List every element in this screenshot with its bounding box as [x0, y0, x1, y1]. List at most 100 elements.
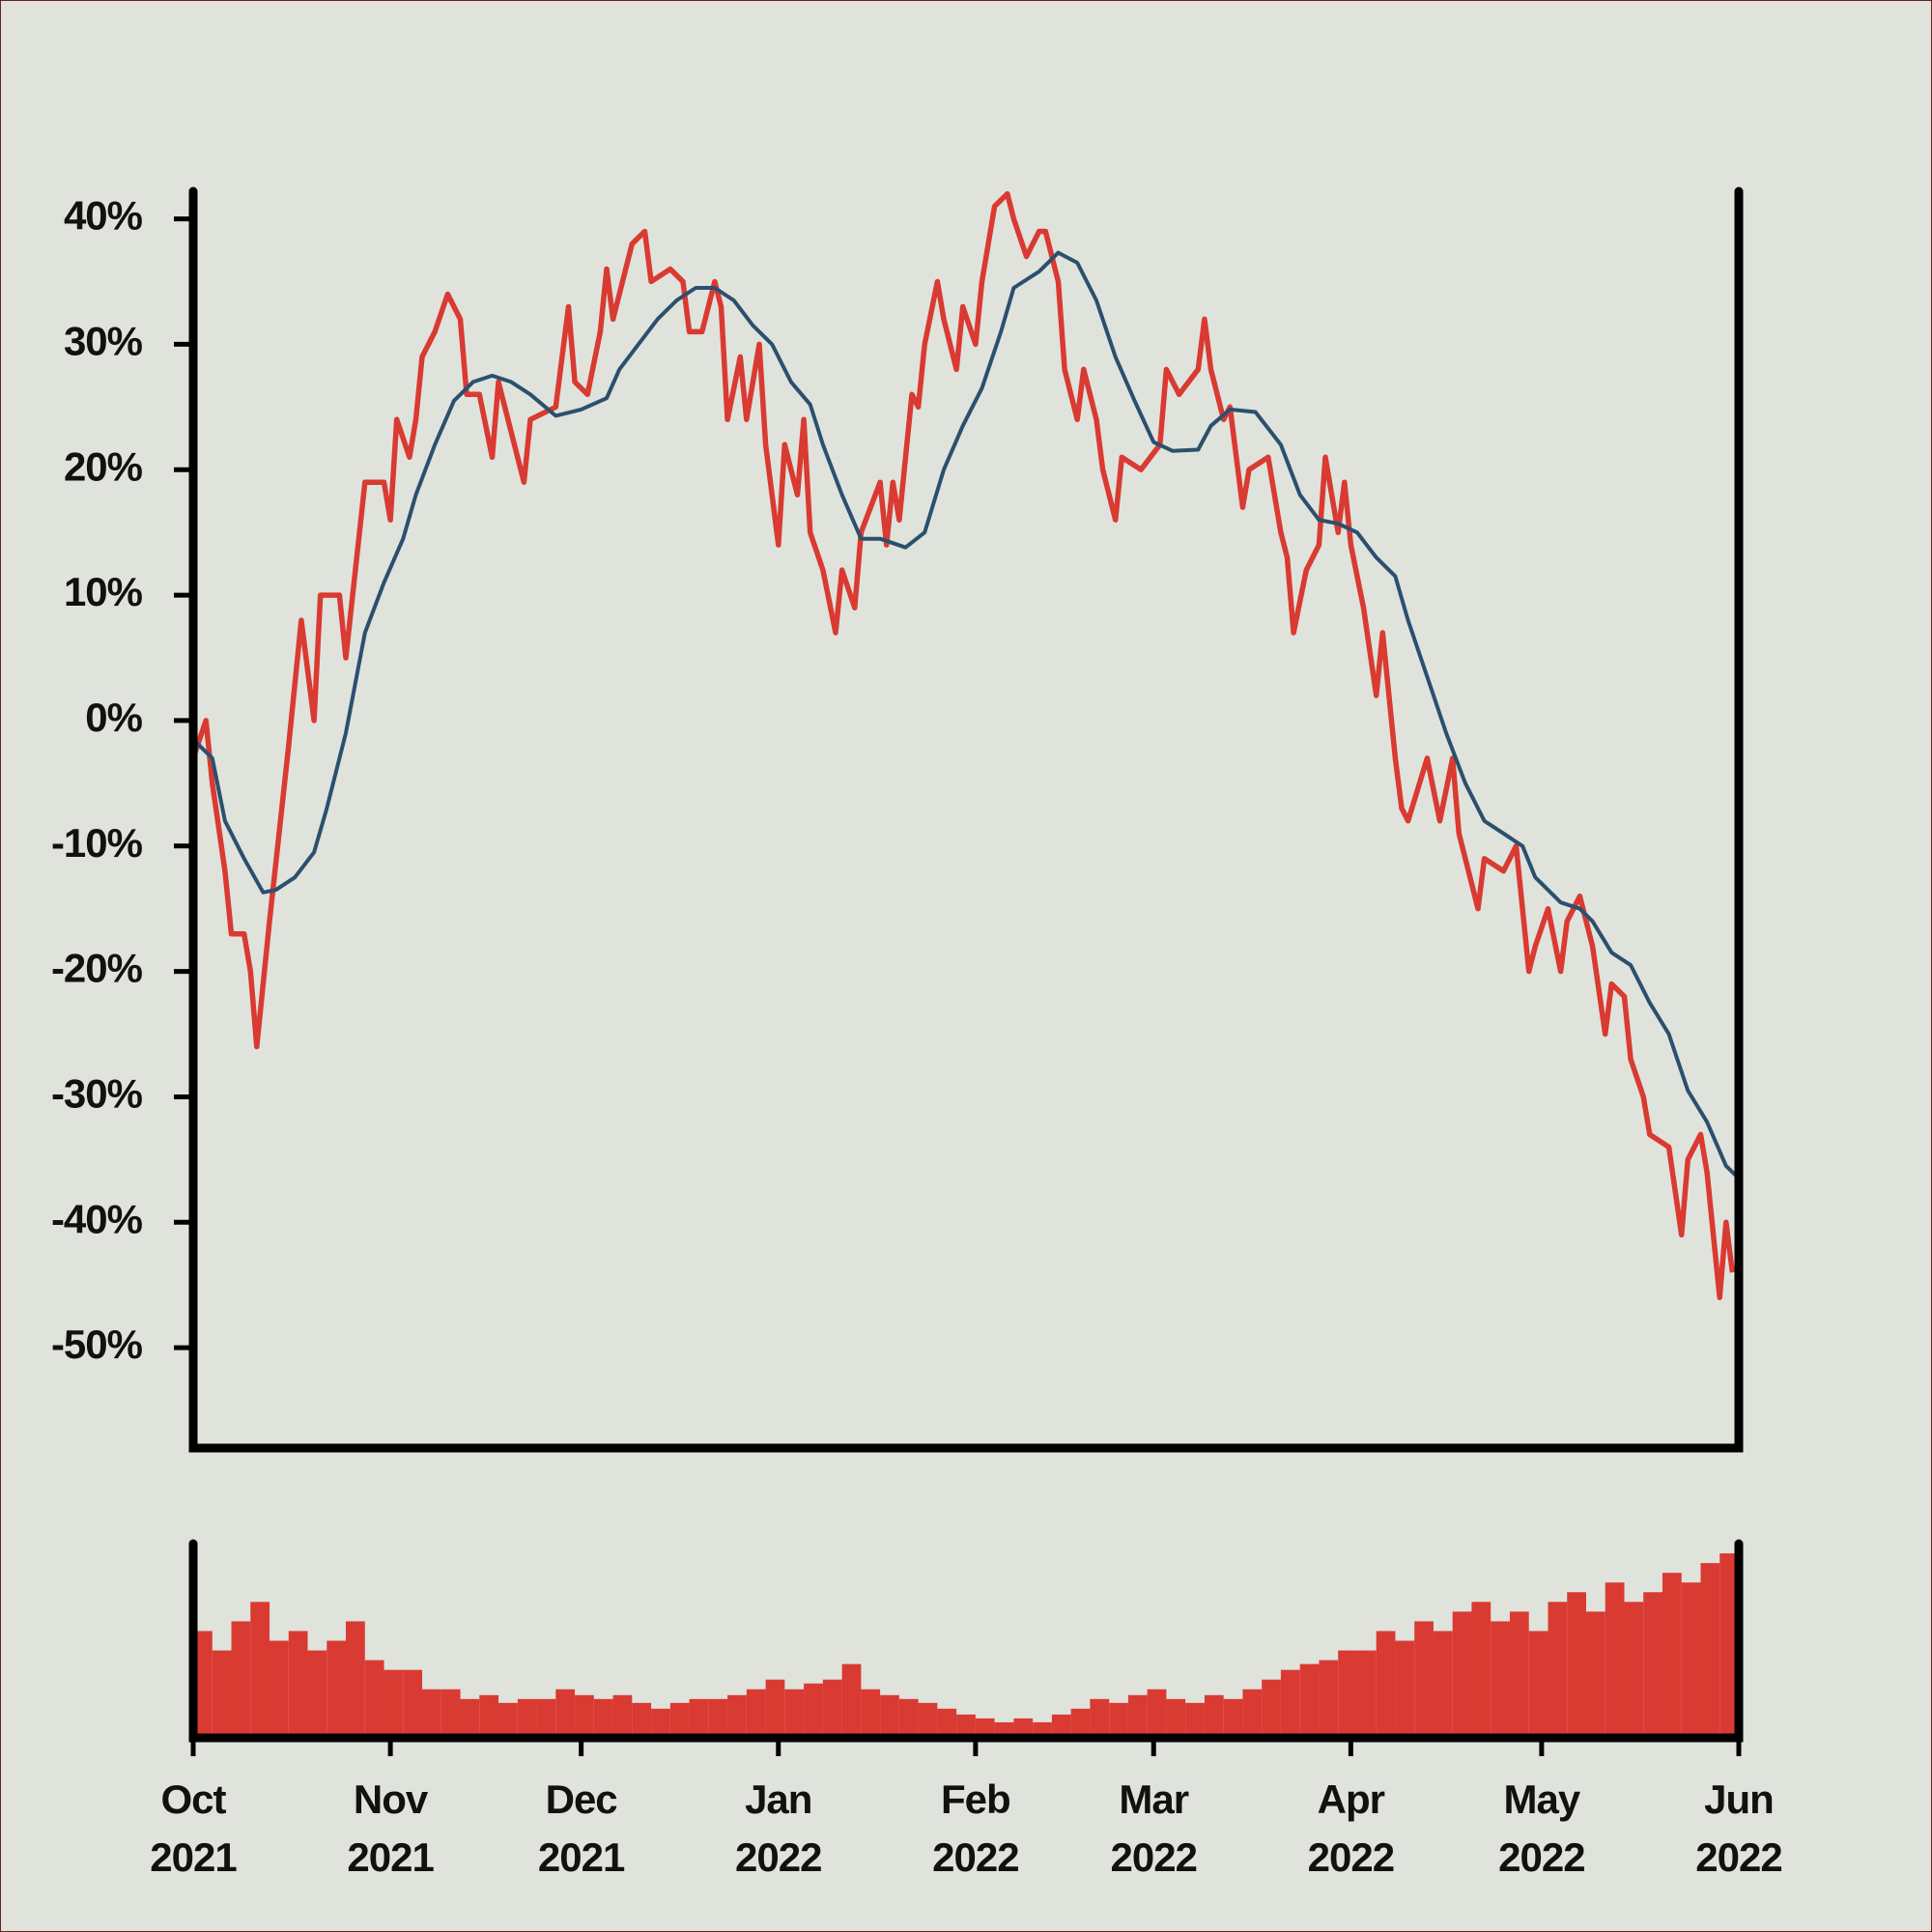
volume-bar [1356, 1650, 1377, 1738]
volume-bar [307, 1650, 327, 1738]
x-tick-label-line: Feb [941, 1776, 1010, 1822]
x-tick-label-line: 2022 [735, 1834, 821, 1880]
volume-bar [1548, 1602, 1568, 1738]
volume-bar [1433, 1631, 1453, 1738]
volume-bar [1414, 1621, 1434, 1738]
volume-bar [536, 1698, 556, 1738]
volume-bar [575, 1694, 594, 1738]
x-tick-label: Mar 2022 [1111, 1776, 1197, 1880]
plot-layer: 40% 30% 20% 10% 0% -10% -20% -30% -40% -50% Oct 202… [51, 190, 1783, 1880]
volume-bar [1509, 1611, 1529, 1738]
volume-bar [479, 1694, 499, 1738]
y-tick-label: -40% [51, 1196, 143, 1241]
y-tick-label: 40% [64, 193, 143, 239]
volume-bar [1299, 1663, 1320, 1738]
x-tick-label: Dec 2021 [538, 1776, 625, 1880]
volume-bar [784, 1689, 805, 1738]
axes [188, 186, 1744, 1743]
volume-bar [1719, 1553, 1739, 1738]
volume-bar [841, 1663, 862, 1738]
volume-bar [975, 1718, 995, 1738]
volume-bar [765, 1679, 785, 1738]
volume-bar [212, 1650, 232, 1738]
volume-bar [632, 1702, 652, 1738]
x-tick-label-line: Dec [546, 1776, 618, 1822]
volume-bar [1338, 1650, 1357, 1738]
y-tick-label: -10% [51, 820, 143, 866]
x-tick-label: Feb 2022 [932, 1776, 1018, 1880]
x-tick-label-line: 2022 [932, 1834, 1018, 1880]
volume-bar [1127, 1694, 1148, 1738]
y-tick-label: -50% [51, 1321, 143, 1367]
volume-bar [403, 1669, 423, 1738]
y-tick-label: -20% [51, 946, 143, 991]
y-tick-label: 0% [85, 695, 142, 740]
x-tick-label-line: Oct [160, 1776, 226, 1822]
volume-bar [231, 1621, 251, 1738]
volume-bar [1452, 1611, 1472, 1738]
volume-bar [1185, 1702, 1205, 1738]
volume-bar [1013, 1718, 1034, 1738]
x-tick-label: Nov 2021 [347, 1776, 434, 1880]
line-series [191, 250, 1741, 1180]
volume-bar [1109, 1702, 1128, 1738]
volume-bar [270, 1640, 289, 1738]
x-tick-label-line: 2022 [1111, 1834, 1197, 1880]
volume-bar [898, 1698, 919, 1738]
volume-bar [1395, 1640, 1415, 1738]
volume-bar [880, 1694, 899, 1738]
volume-bar [1528, 1631, 1548, 1738]
volume-bar [918, 1702, 938, 1738]
volume-bar [937, 1708, 957, 1738]
volume-bar [1643, 1592, 1662, 1738]
x-tick-label: Jan 2022 [735, 1776, 821, 1880]
volume-bar [956, 1714, 976, 1738]
main-axes [188, 186, 1744, 1453]
y-tick-label: 30% [64, 318, 143, 363]
x-tick-label-line: Nov [354, 1776, 429, 1822]
volume-axes [188, 1539, 1744, 1743]
volume-bar [555, 1689, 576, 1738]
volume-bar [1491, 1621, 1510, 1738]
volume-bar [1567, 1592, 1586, 1738]
volume-bar [1166, 1698, 1186, 1738]
volume-bar [517, 1698, 537, 1738]
volume-bar [708, 1698, 728, 1738]
volume-bar [612, 1694, 633, 1738]
x-tick-label: Oct 2021 [150, 1776, 237, 1880]
volume-bar [689, 1698, 709, 1738]
x-tick-label: Jun 2022 [1695, 1776, 1781, 1880]
volume-bar [498, 1702, 518, 1738]
x-tick-label-line: 2021 [347, 1834, 434, 1880]
x-tick-label-line: 2021 [538, 1834, 625, 1880]
volume-bar [364, 1660, 384, 1738]
x-tick-label-line: Mar [1119, 1776, 1188, 1822]
volume-bar [1051, 1714, 1071, 1738]
volume-bar [1147, 1689, 1167, 1738]
x-tick-label-line: 2022 [1308, 1834, 1394, 1880]
y-tick-label: 10% [64, 569, 143, 614]
volume-bar [822, 1679, 842, 1738]
volume-bar [1242, 1689, 1263, 1738]
volume-bar [346, 1621, 365, 1738]
volume-bar [327, 1640, 347, 1738]
volume-bar [1204, 1694, 1224, 1738]
volume-bar [1070, 1708, 1091, 1738]
volume-bar [1662, 1573, 1682, 1738]
volume-bar [861, 1689, 881, 1738]
volume-bar [422, 1689, 441, 1738]
volume-bar [1681, 1582, 1701, 1738]
volume-bar [1280, 1669, 1300, 1738]
x-tick-label-line: May [1504, 1776, 1581, 1822]
volume-bar [669, 1702, 690, 1738]
x-tick-label-line: 2022 [1498, 1834, 1584, 1880]
x-tick-label-line: Jun [1704, 1776, 1774, 1822]
volume-bar [1262, 1679, 1281, 1738]
volume-bar [1319, 1660, 1339, 1738]
volume-bar [288, 1631, 308, 1738]
volume-bar [1090, 1698, 1110, 1738]
x-tick-label: May 2022 [1498, 1776, 1584, 1880]
volume-bar [651, 1708, 670, 1738]
